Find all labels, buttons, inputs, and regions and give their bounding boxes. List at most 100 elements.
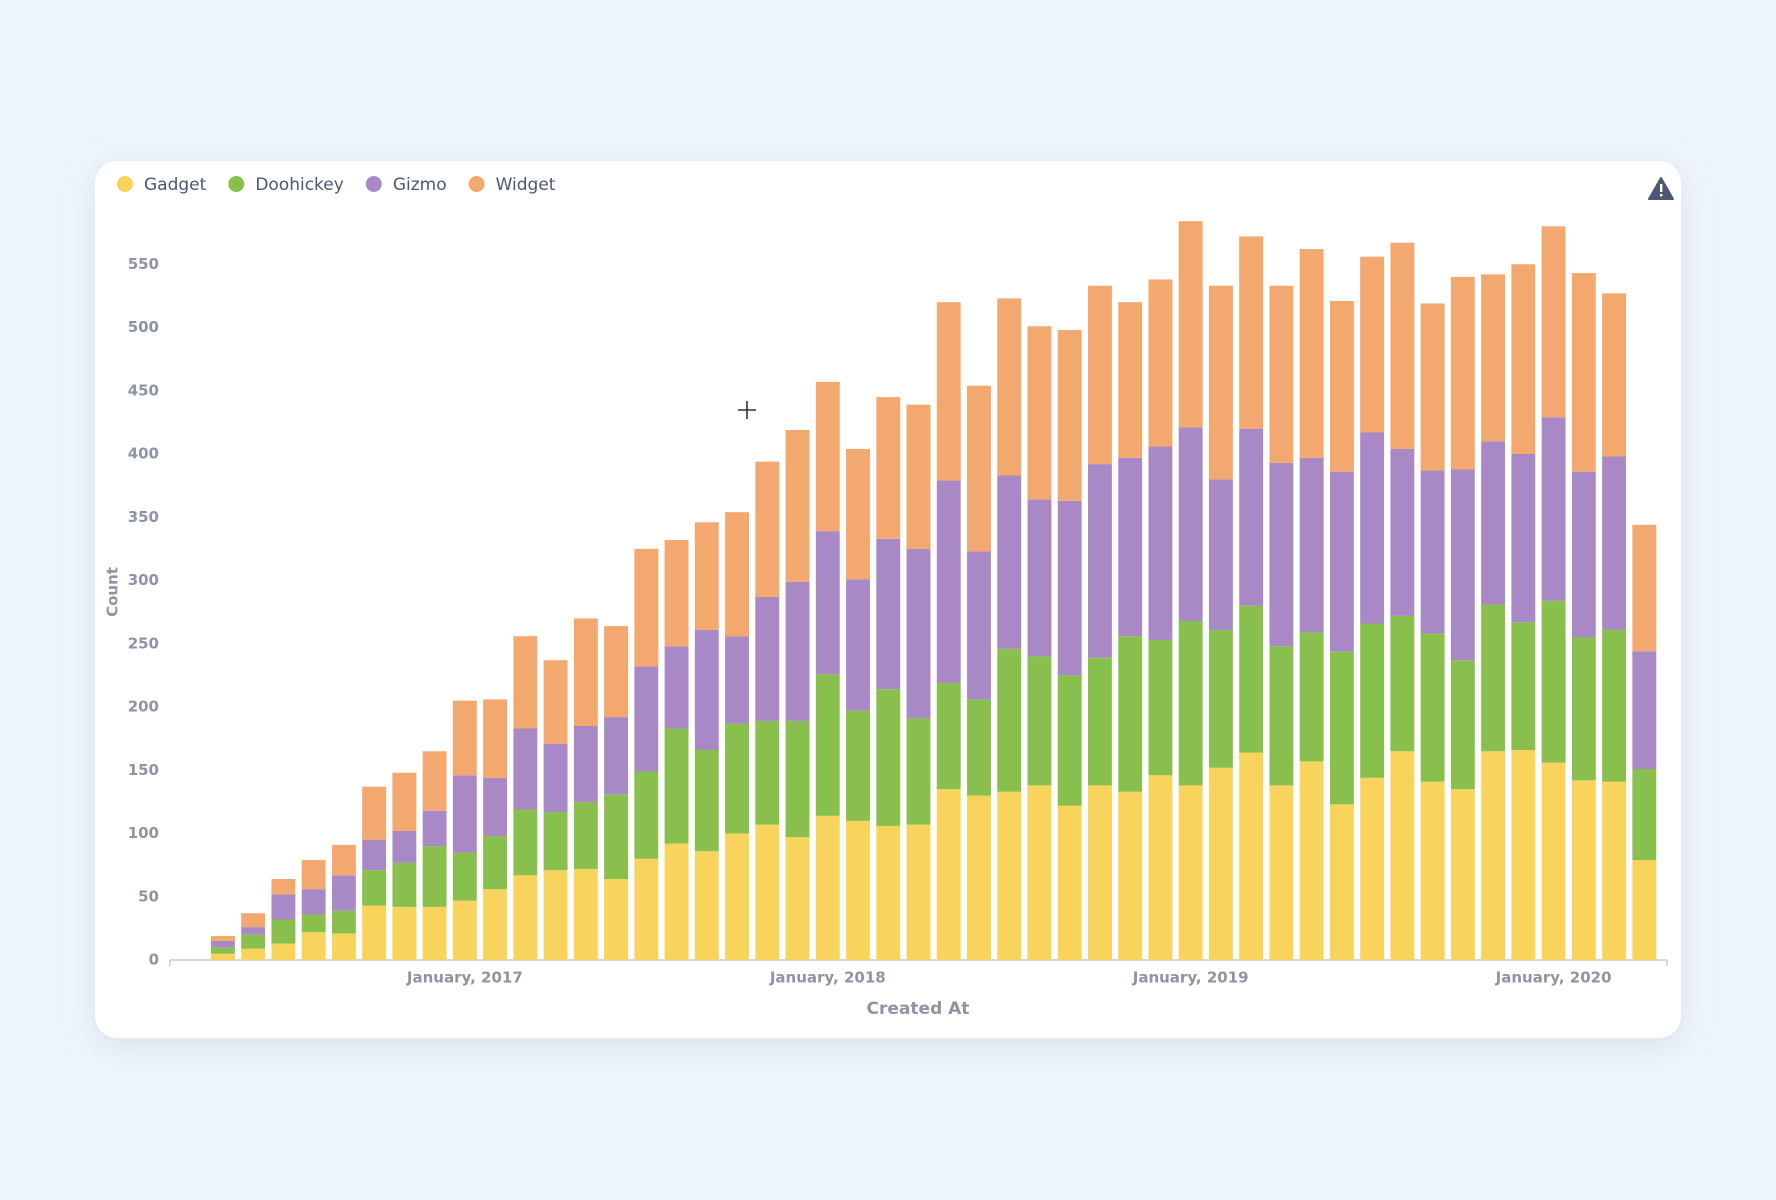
y-axis-label: Count — [104, 567, 122, 617]
x-tick-label: January, 2019 — [1132, 969, 1249, 987]
bar-segment — [1481, 751, 1506, 960]
bar-segment — [876, 689, 901, 826]
bar-segment — [634, 666, 659, 772]
bar-segment — [604, 717, 629, 795]
bar-segment — [1239, 236, 1264, 429]
bar-segment — [422, 846, 447, 907]
bar-segment — [967, 795, 991, 960]
y-tick-label: 350 — [128, 508, 159, 526]
bar-segment — [1178, 221, 1203, 428]
y-tick-label: 400 — [128, 445, 159, 463]
legend-dot — [365, 176, 382, 192]
bar-segment — [362, 839, 387, 871]
bar-segment — [1360, 256, 1385, 433]
bar-segment — [1511, 264, 1536, 454]
bar-segment — [1057, 675, 1082, 806]
bar-segment — [1269, 646, 1294, 786]
bar-segment — [210, 935, 235, 942]
bar-segment — [1602, 293, 1627, 457]
bar-segment — [1390, 751, 1415, 960]
bar-segment — [1088, 785, 1112, 960]
bar-segment — [1088, 657, 1112, 786]
bar-segment — [1057, 330, 1082, 501]
bar-segment — [1329, 651, 1354, 805]
bar-segment — [1239, 428, 1264, 606]
bar-segment — [785, 581, 810, 721]
bar-segment — [1450, 660, 1475, 790]
bar-segment — [1450, 276, 1475, 470]
bar-segment — [1450, 789, 1475, 960]
bar-segment — [362, 786, 387, 840]
bar-segment — [271, 879, 296, 895]
legend-label: Doohickey — [255, 175, 344, 195]
bar-segment — [513, 875, 538, 960]
bar-segment — [241, 934, 266, 949]
bar-segment — [1481, 441, 1506, 605]
bar-segment — [755, 824, 780, 960]
bar-segment — [392, 906, 417, 960]
bar-segment — [1299, 761, 1324, 960]
bar-segment — [664, 843, 689, 960]
bar-segment — [1632, 651, 1657, 769]
bar-segment — [1299, 249, 1324, 458]
bar-segment — [301, 914, 326, 933]
x-tick-label: January, 2018 — [769, 969, 886, 987]
bar-segment — [876, 538, 901, 690]
y-tick-label: 150 — [128, 761, 159, 779]
bar-segment — [846, 820, 870, 960]
bar-segment — [1511, 454, 1536, 623]
bar-segment — [876, 825, 901, 960]
bar-segment — [1269, 462, 1294, 647]
bar-segment — [1148, 446, 1173, 640]
bar-segment — [1481, 274, 1506, 442]
bar-segment — [1602, 456, 1627, 630]
bar-segment — [1118, 457, 1143, 637]
bar-segment — [906, 824, 931, 960]
bar-segment — [664, 728, 689, 844]
bar-segment — [664, 540, 689, 647]
bar-segment — [1088, 464, 1112, 658]
y-tick-label: 50 — [138, 887, 159, 905]
bar-segment — [1057, 805, 1082, 960]
bar-segment — [1329, 300, 1354, 472]
bar-segment — [755, 596, 780, 721]
bar-segment — [694, 750, 719, 852]
bar-segment — [725, 636, 749, 724]
bar-segment — [452, 852, 477, 901]
warning-icon[interactable] — [1648, 177, 1674, 200]
bar-segment — [785, 720, 810, 838]
bar-segment — [634, 858, 659, 960]
bar-segment — [1208, 767, 1233, 960]
bar-segment — [1299, 457, 1324, 633]
bar-segment — [785, 837, 810, 960]
legend-label: Gizmo — [393, 175, 447, 195]
bar-segment — [483, 836, 508, 890]
bar-segment — [664, 646, 689, 729]
bar-segment — [1632, 524, 1657, 652]
bar-segment — [694, 522, 719, 630]
bar-segment — [241, 927, 266, 935]
bar-segment — [967, 551, 991, 700]
bar-segment — [513, 809, 538, 876]
bar-segment — [1360, 777, 1385, 960]
bar-segment — [936, 480, 961, 683]
bar-segment — [1632, 768, 1657, 861]
bar-segment — [210, 941, 235, 948]
bar-segment — [392, 772, 417, 831]
bar-segment — [543, 870, 568, 960]
bar-segment — [936, 789, 961, 960]
bar-segment — [331, 875, 356, 911]
bar-segment — [997, 298, 1022, 476]
bar-segment — [271, 943, 296, 960]
bar-segment — [1208, 285, 1233, 480]
bar-segment — [755, 461, 780, 597]
bar-segment — [1420, 633, 1445, 782]
bar-segment — [543, 811, 568, 871]
bar-segment — [1420, 470, 1445, 634]
legend-dot — [468, 176, 485, 192]
bar-segment — [1148, 639, 1173, 776]
bar-segment — [1329, 804, 1354, 960]
bar-segment — [1541, 762, 1566, 960]
bar-segment — [725, 512, 749, 637]
